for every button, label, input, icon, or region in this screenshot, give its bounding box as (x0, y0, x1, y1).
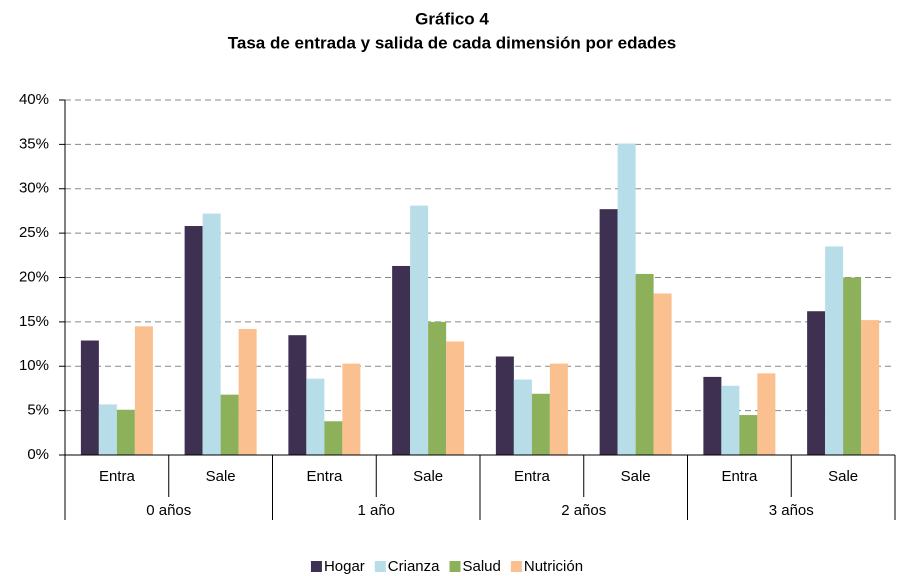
bar (495, 356, 514, 455)
bar (184, 226, 203, 455)
y-tick-label: 15% (19, 313, 49, 330)
bar (428, 321, 447, 455)
x-tick-label: Entra (514, 468, 551, 485)
y-tick-label: 0% (27, 446, 49, 463)
group-label: 2 años (561, 502, 606, 519)
bar (80, 340, 99, 455)
y-tick-label: 30% (19, 180, 49, 197)
bar (410, 205, 429, 455)
bar (220, 394, 239, 455)
bar (392, 265, 411, 455)
x-tick-label: Sale (206, 468, 236, 485)
group-label: 3 años (769, 502, 814, 519)
group-label: 1 año (357, 502, 395, 519)
bar (843, 277, 862, 455)
legend-swatch (374, 561, 386, 572)
x-tick-label: Entra (306, 468, 343, 485)
x-tick-label: Sale (828, 468, 858, 485)
chart-subtitle: Tasa de entrada y salida de cada dimensi… (228, 33, 676, 52)
bar (134, 326, 153, 455)
y-tick-label: 20% (19, 268, 49, 285)
bar (324, 421, 343, 455)
bar (288, 335, 307, 455)
bar (116, 409, 135, 455)
bar (342, 363, 361, 455)
bar (306, 378, 325, 455)
bar (238, 328, 257, 455)
bar (739, 415, 758, 455)
bar (531, 393, 550, 455)
bar (653, 293, 672, 455)
bar (825, 246, 844, 455)
x-tick-label: Sale (413, 468, 443, 485)
chart-title: Gráfico 4 (415, 9, 489, 28)
bar (617, 143, 636, 456)
x-tick-label: Entra (99, 468, 136, 485)
bar (807, 311, 826, 455)
y-tick-label: 25% (19, 224, 49, 241)
legend-swatch (510, 561, 522, 572)
y-tick-label: 35% (19, 135, 49, 152)
bar (861, 320, 880, 455)
bar (721, 385, 740, 455)
legend-swatch (449, 561, 461, 572)
y-tick-label: 5% (27, 402, 49, 419)
bar (703, 376, 722, 455)
x-tick-label: Entra (721, 468, 758, 485)
bar (446, 341, 465, 455)
legend-label: Nutrición (524, 558, 583, 575)
bar (98, 404, 117, 455)
bar (635, 273, 654, 455)
x-tick-label: Sale (621, 468, 651, 485)
bar (549, 363, 568, 455)
y-tick-label: 10% (19, 357, 49, 374)
legend-label: Hogar (324, 558, 365, 575)
bar (202, 213, 221, 455)
group-label: 0 años (146, 502, 191, 519)
legend-label: Crianza (388, 558, 440, 575)
bar (757, 373, 776, 455)
legend-swatch (310, 561, 322, 572)
y-tick-label: 40% (19, 91, 49, 108)
bar (513, 379, 532, 455)
legend-label: Salud (462, 558, 500, 575)
bar (599, 209, 618, 455)
